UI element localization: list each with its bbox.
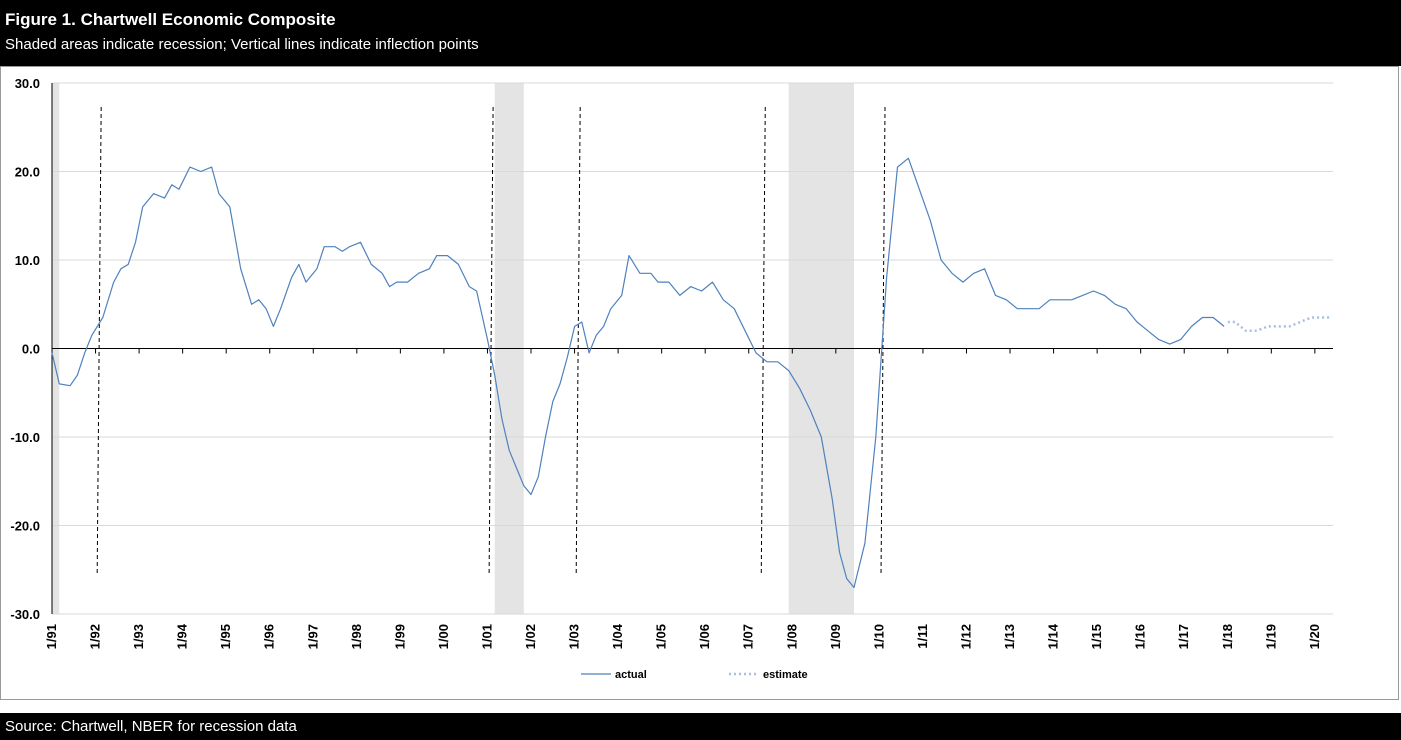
y-tick-label: 10.0 bbox=[15, 253, 40, 268]
inflection-line bbox=[488, 106, 494, 575]
x-tick-label: 1/19 bbox=[1263, 624, 1278, 649]
x-tick-label: 1/09 bbox=[828, 624, 843, 649]
x-tick-label: 1/13 bbox=[1002, 624, 1017, 649]
y-tick-label: 30.0 bbox=[15, 76, 40, 91]
chart-header: Figure 1. Chartwell Economic Composite S… bbox=[0, 0, 1401, 66]
x-tick-label: 1/00 bbox=[436, 624, 451, 649]
x-tick-label: 1/15 bbox=[1089, 624, 1104, 649]
x-tick-label: 1/07 bbox=[741, 624, 756, 649]
inflection-line bbox=[96, 106, 102, 575]
inflection-line bbox=[880, 106, 886, 575]
y-tick-label: 20.0 bbox=[15, 165, 40, 180]
chart-svg: 30.0 20.0 10.0 0.0 -10.0 -20.0 -30.0 1/91 1/92 1/… bbox=[10, 76, 1333, 681]
x-tick-label: 1/08 bbox=[784, 624, 799, 649]
x-tick-label: 1/10 bbox=[871, 624, 886, 649]
chart-subtitle: Shaded areas indicate recession; Vertica… bbox=[5, 36, 479, 53]
y-tick-label: -20.0 bbox=[10, 519, 40, 534]
x-tick-label: 1/20 bbox=[1307, 624, 1322, 649]
x-tick-label: 1/95 bbox=[218, 624, 233, 649]
series-actual-line bbox=[51, 157, 1225, 589]
x-tick-label: 1/02 bbox=[523, 624, 538, 649]
x-tick-label: 1/05 bbox=[654, 624, 669, 649]
y-tick-label: -30.0 bbox=[10, 607, 40, 622]
source-note: Source: Chartwell, NBER for recession da… bbox=[5, 718, 297, 735]
y-tick-label: 0.0 bbox=[22, 342, 40, 357]
x-tick-label: 1/12 bbox=[958, 624, 973, 649]
x-tick-label: 1/14 bbox=[1046, 623, 1061, 649]
series-estimate-line bbox=[1227, 316, 1330, 333]
x-tick-label: 1/92 bbox=[88, 624, 103, 649]
x-tick-label: 1/16 bbox=[1133, 624, 1148, 649]
x-tick-label: 1/04 bbox=[610, 623, 625, 649]
x-tick-label: 1/96 bbox=[262, 624, 277, 649]
chart-title: Figure 1. Chartwell Economic Composite bbox=[5, 10, 336, 29]
x-tick-label: 1/97 bbox=[305, 624, 320, 649]
x-tick-label: 1/99 bbox=[392, 624, 407, 649]
legend-estimate-label: estimate bbox=[763, 669, 808, 681]
inflection-line bbox=[760, 106, 766, 575]
x-tick-label: 1/91 bbox=[44, 624, 59, 649]
x-tick-label: 1/01 bbox=[479, 624, 494, 649]
x-tick-label: 1/17 bbox=[1176, 624, 1191, 649]
inflection-line bbox=[575, 106, 581, 575]
chart-area: 30.0 20.0 10.0 0.0 -10.0 -20.0 -30.0 1/91 1/92 1/… bbox=[0, 66, 1399, 700]
chart-footer: Source: Chartwell, NBER for recession da… bbox=[0, 713, 1401, 740]
x-tick-label: 1/11 bbox=[915, 624, 930, 649]
x-tick-label: 1/93 bbox=[131, 624, 146, 649]
x-tick-label: 1/18 bbox=[1220, 624, 1235, 649]
x-tick-label: 1/98 bbox=[349, 624, 364, 649]
x-tick-label: 1/06 bbox=[697, 624, 712, 649]
y-tick-label: -10.0 bbox=[10, 430, 40, 445]
x-tick-label: 1/94 bbox=[175, 623, 190, 649]
x-tick-label: 1/03 bbox=[567, 624, 582, 649]
legend-actual-label: actual bbox=[615, 669, 647, 681]
